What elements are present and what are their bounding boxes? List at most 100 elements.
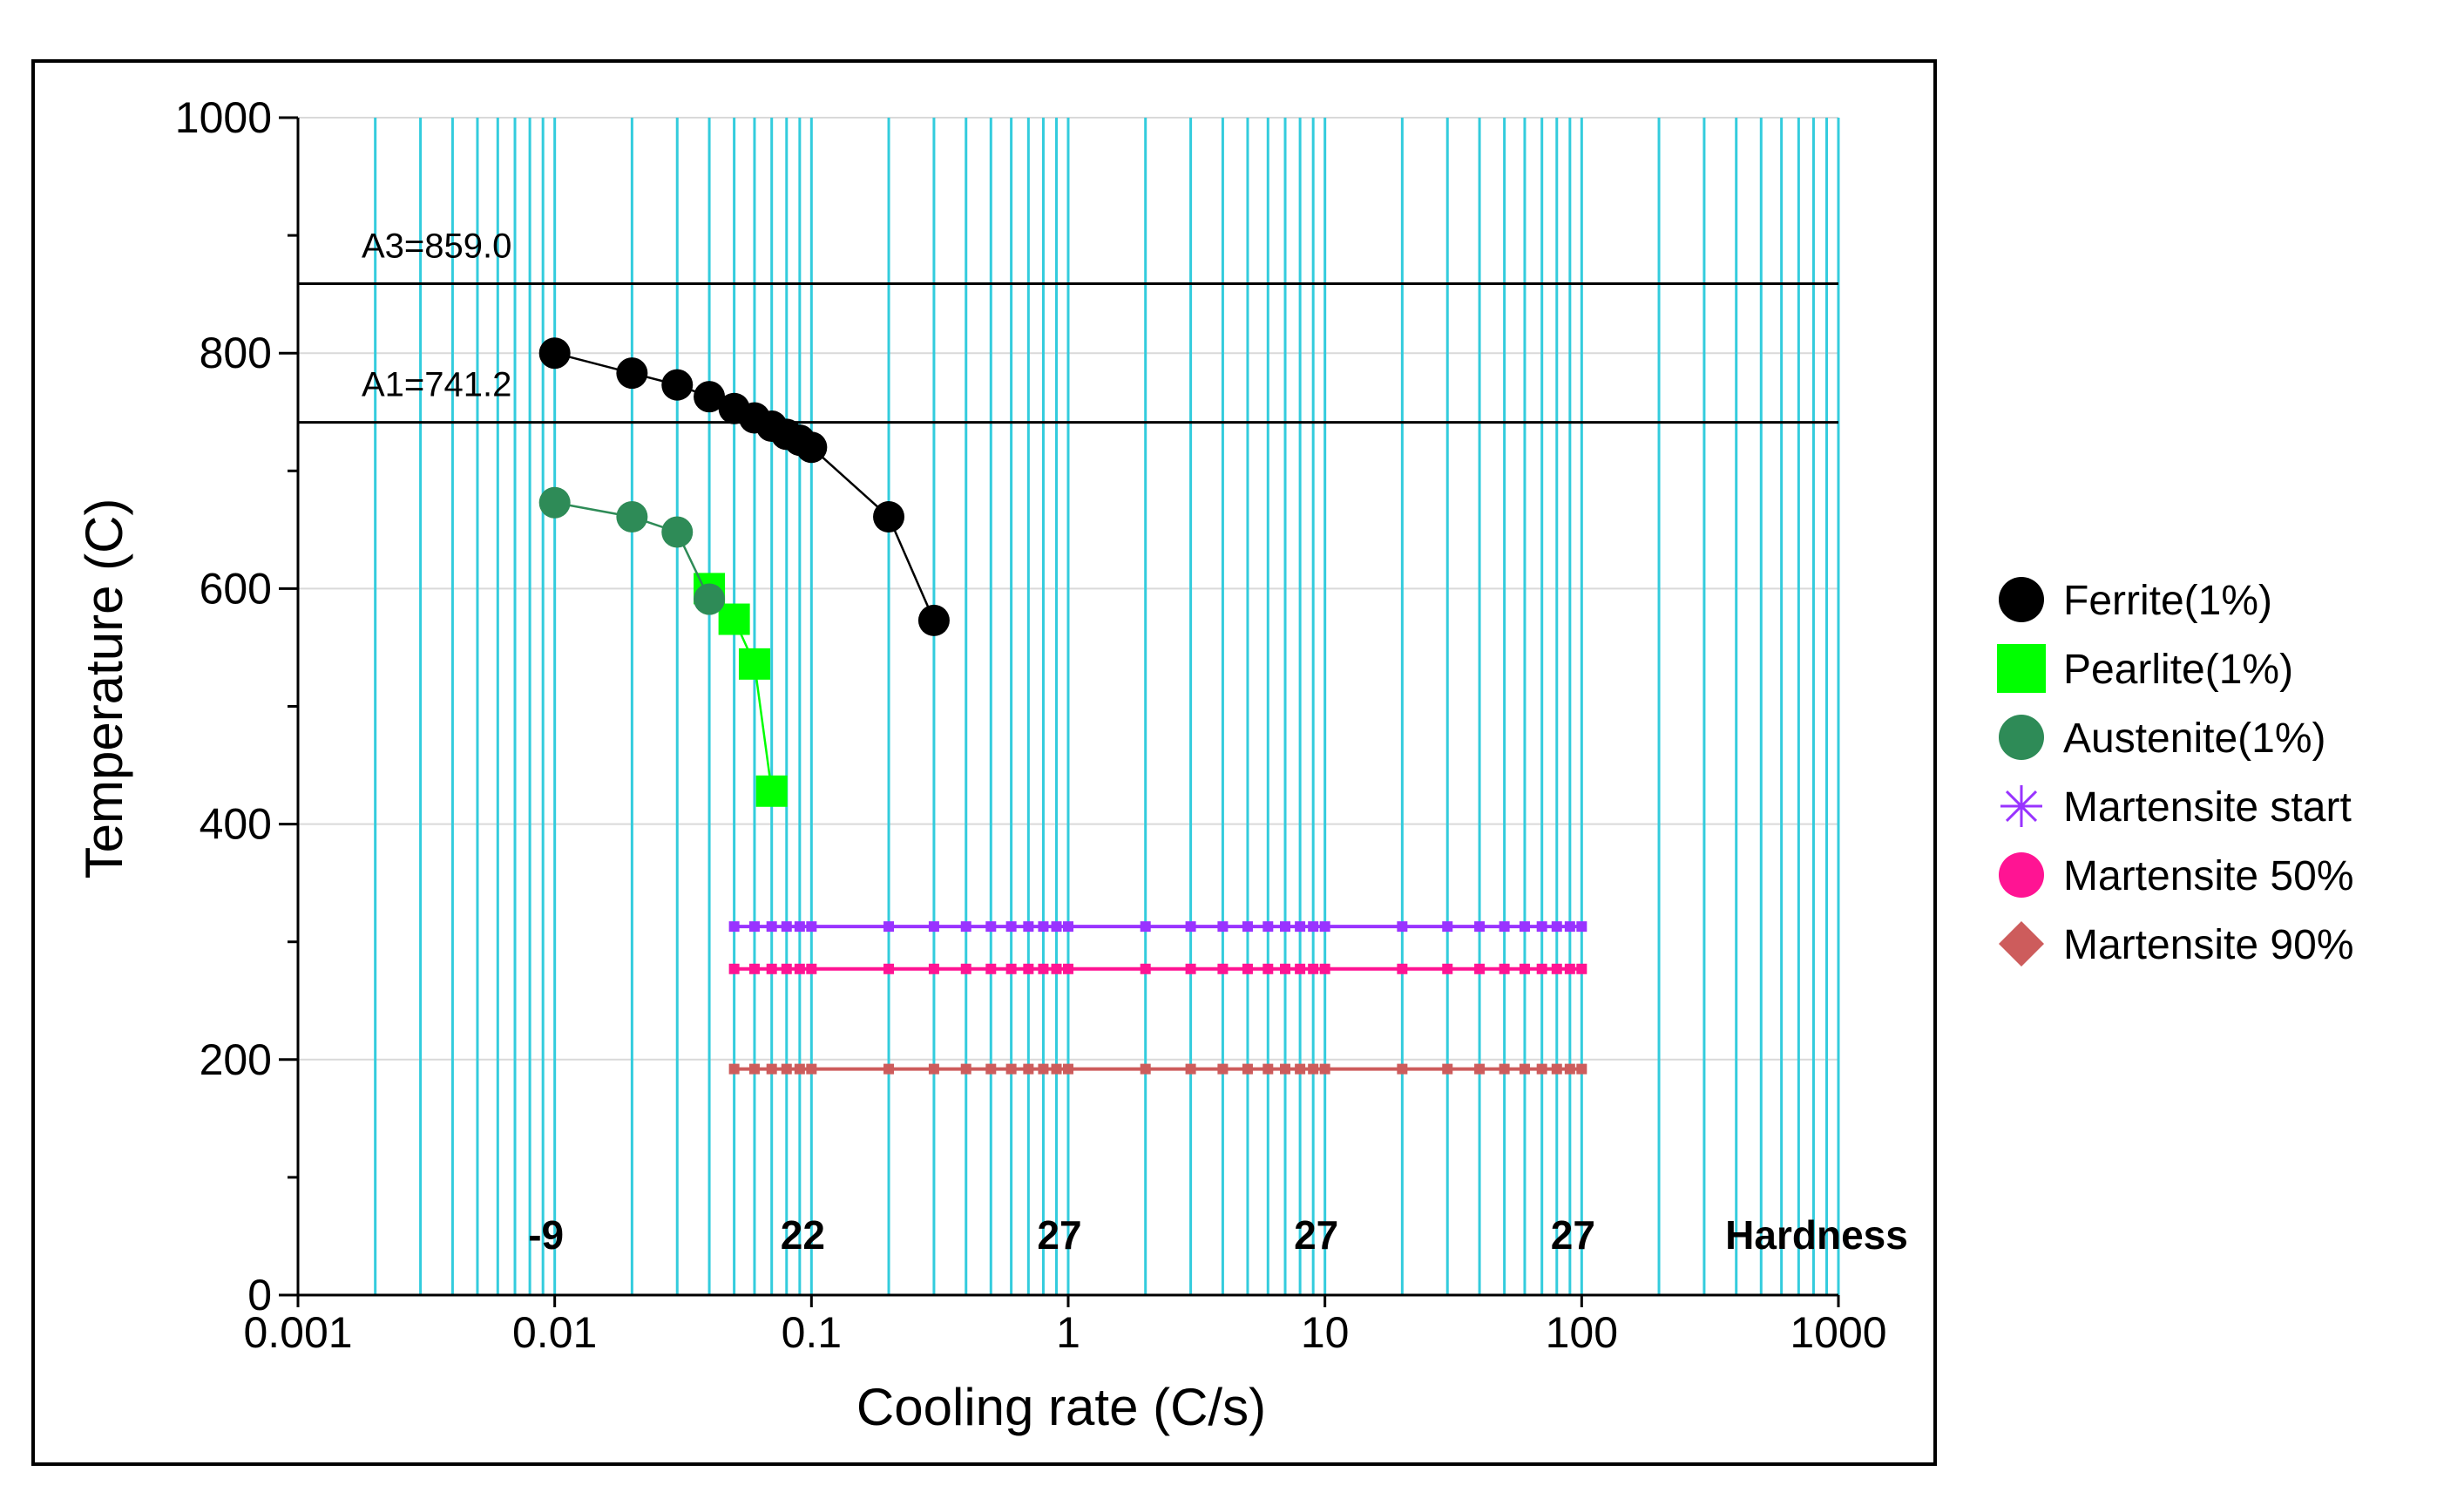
data-point <box>795 431 828 464</box>
series-line <box>554 501 711 600</box>
data-point <box>1564 921 1575 933</box>
data-point <box>1140 1063 1151 1075</box>
legend-item: Martensite start <box>2000 784 2352 831</box>
data-point <box>1564 963 1575 974</box>
data-point <box>694 583 726 615</box>
data-point <box>1242 921 1253 933</box>
data-point <box>728 921 740 933</box>
data-point <box>1295 1063 1306 1075</box>
data-point <box>883 921 895 933</box>
hardness-value: 27 <box>1037 1212 1081 1258</box>
data-point <box>1051 963 1062 974</box>
legend-item: Ferrite(1%) <box>1999 577 2272 624</box>
series-layer <box>538 337 1587 1075</box>
data-point <box>806 963 817 974</box>
series-5 <box>728 1063 1587 1075</box>
data-point <box>985 963 997 974</box>
hardness-value: -9 <box>528 1212 564 1258</box>
data-point <box>1242 1063 1253 1075</box>
data-point <box>1397 921 1408 933</box>
legend-swatch <box>1997 644 2046 693</box>
data-point <box>1185 1063 1196 1075</box>
hardness-value: 27 <box>1551 1212 1595 1258</box>
data-point <box>718 603 750 635</box>
series-3 <box>728 921 1587 933</box>
data-point <box>748 1063 760 1075</box>
data-point <box>873 500 905 532</box>
series-0 <box>538 337 950 636</box>
data-point <box>806 1063 817 1075</box>
data-point <box>1442 921 1453 933</box>
data-point <box>1280 921 1291 933</box>
data-point <box>1262 921 1274 933</box>
legend-label: Pearlite(1%) <box>2063 647 2293 693</box>
data-point <box>1051 921 1062 933</box>
data-point <box>755 775 788 807</box>
data-point <box>1442 963 1453 974</box>
data-point <box>928 1063 939 1075</box>
x-tick-label: 0.01 <box>512 1308 597 1357</box>
x-tick-label: 0.1 <box>782 1308 843 1357</box>
data-point <box>1474 963 1486 974</box>
legend-item: Martensite 50% <box>1999 852 2354 899</box>
data-point <box>738 648 770 680</box>
data-point <box>1217 1063 1229 1075</box>
data-point <box>1280 1063 1291 1075</box>
data-point <box>1023 921 1034 933</box>
data-point <box>766 963 777 974</box>
data-point <box>1185 963 1196 974</box>
data-point <box>917 604 950 636</box>
data-point <box>1576 1063 1587 1075</box>
data-point <box>661 369 694 401</box>
y-tick-label: 1000 <box>175 93 272 142</box>
data-point <box>1038 1063 1049 1075</box>
y-tick-label: 200 <box>200 1035 272 1084</box>
data-point <box>1474 1063 1486 1075</box>
data-point <box>1499 963 1510 974</box>
reference-lines: A3=859.0 A1=741.2 <box>298 227 1838 424</box>
legend-item: Martensite 90% <box>1999 921 2354 968</box>
legend: Ferrite(1%) Pearlite(1%) Austenite(1%) Mart… <box>1997 577 2354 968</box>
legend-label: Austenite(1%) <box>2063 716 2325 762</box>
data-point <box>538 486 571 519</box>
data-point <box>1397 963 1408 974</box>
data-point <box>883 1063 895 1075</box>
data-point <box>1319 1063 1330 1075</box>
data-point <box>1217 921 1229 933</box>
data-point <box>1474 921 1486 933</box>
data-point <box>781 921 792 933</box>
legend-swatch <box>1999 577 2044 622</box>
data-point <box>694 381 726 413</box>
reference-label: A3=859.0 <box>362 227 511 265</box>
data-point <box>806 921 817 933</box>
data-point <box>794 963 805 974</box>
x-tick-label: 1000 <box>1790 1308 1886 1357</box>
data-point <box>1140 963 1151 974</box>
data-point <box>1536 921 1547 933</box>
data-point <box>1005 921 1017 933</box>
chart-border <box>31 59 1937 1466</box>
data-point <box>1536 1063 1547 1075</box>
data-point <box>1280 963 1291 974</box>
data-point <box>1519 963 1530 974</box>
x-axis-title: Cooling rate (C/s) <box>856 1378 1266 1436</box>
data-point <box>1242 963 1253 974</box>
x-tick-label: 10 <box>1301 1308 1350 1357</box>
data-point <box>766 1063 777 1075</box>
data-point <box>1023 1063 1034 1075</box>
data-point <box>1005 1063 1017 1075</box>
data-point <box>1319 921 1330 933</box>
data-point <box>616 500 648 532</box>
data-point <box>1023 963 1034 974</box>
data-point <box>960 921 971 933</box>
legend-swatch <box>2000 785 2042 827</box>
data-point <box>1499 921 1510 933</box>
axes: 0 200 400 600 800 1000 0.001 0.01 0.1 1 10 100 1000 <box>175 93 1887 1357</box>
legend-swatch <box>1999 921 2044 967</box>
data-point <box>1519 1063 1530 1075</box>
data-point <box>1262 1063 1274 1075</box>
data-point <box>1038 963 1049 974</box>
data-point <box>1063 1063 1073 1075</box>
hardness-value: 22 <box>781 1212 825 1258</box>
